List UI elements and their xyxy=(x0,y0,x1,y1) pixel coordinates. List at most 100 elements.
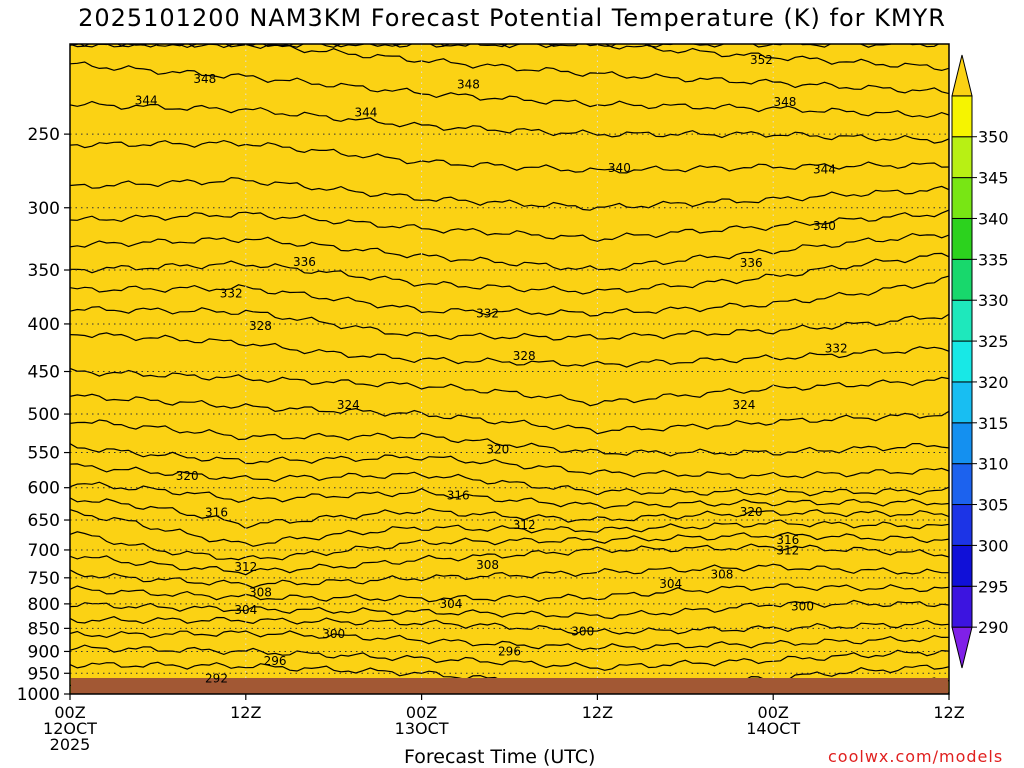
colorbar-swatch-below-290 xyxy=(951,626,973,669)
colorbar-swatch-330-335 xyxy=(951,258,973,301)
colorbar-swatch-340-345 xyxy=(951,177,973,219)
y-tick-label-750: 750 xyxy=(28,569,60,589)
y-tick-label-400: 400 xyxy=(28,315,60,335)
contour-label-320: 320 xyxy=(740,505,763,519)
contour-label-300: 300 xyxy=(322,627,345,641)
y-tick-label-950: 950 xyxy=(28,664,60,684)
colorbar-label-330: 330 xyxy=(978,291,1009,310)
contour-342 xyxy=(70,139,949,174)
contour-324 xyxy=(70,393,949,435)
y-tick-label-500: 500 xyxy=(28,405,60,425)
contour-label-336: 336 xyxy=(740,256,763,270)
contour-label-324: 324 xyxy=(732,398,755,412)
y-tick-label-350: 350 xyxy=(28,261,60,281)
contour-label-348: 348 xyxy=(193,72,216,86)
contour-label-304: 304 xyxy=(439,597,462,611)
y-tick-label-600: 600 xyxy=(28,479,60,499)
colorbar-swatch-300-305 xyxy=(951,504,973,546)
contour-346 xyxy=(70,61,949,119)
contour-label-336: 336 xyxy=(293,255,316,269)
contour-label-316: 316 xyxy=(447,489,470,503)
contour-label-304: 304 xyxy=(659,577,682,591)
x-tick-label-48-1: 14OCT xyxy=(746,719,800,738)
contour-340 xyxy=(70,176,949,211)
credit-text[interactable]: coolwx.com/models xyxy=(828,747,1004,766)
colorbar-swatch-315-320 xyxy=(951,381,973,424)
colorbar-swatch-345-350 xyxy=(951,136,973,179)
colorbar-label-300: 300 xyxy=(978,536,1009,555)
colorbar-label-290: 290 xyxy=(978,618,1009,637)
contour-322 xyxy=(70,419,949,457)
plot-frame xyxy=(69,43,950,695)
contour-label-320: 320 xyxy=(176,469,199,483)
contour-label-344: 344 xyxy=(354,106,377,120)
contour-label-348: 348 xyxy=(457,77,480,91)
contour-label-340: 340 xyxy=(608,161,631,175)
contour-label-328: 328 xyxy=(249,319,272,333)
contour-label-300: 300 xyxy=(571,625,594,639)
colorbar-swatch-350-undefined xyxy=(951,95,973,138)
contour-330 xyxy=(70,306,949,341)
x-tick-label-0-2: 2025 xyxy=(50,735,91,754)
contour-304 xyxy=(70,583,949,603)
contour-298 xyxy=(70,630,949,651)
y-tick-label-300: 300 xyxy=(28,199,60,219)
contour-296 xyxy=(70,644,949,671)
colorbar-swatch-290-295 xyxy=(951,585,973,628)
x-tick-label-0-0: 00Z xyxy=(54,703,85,722)
contour-label-300: 300 xyxy=(791,599,814,613)
contour-label-296: 296 xyxy=(498,644,521,658)
colorbar-label-325: 325 xyxy=(978,332,1009,351)
y-tick-label-900: 900 xyxy=(28,642,60,662)
y-tick-label-1000: 1000 xyxy=(17,685,60,705)
contour-label-320: 320 xyxy=(486,443,509,457)
contour-label-308: 308 xyxy=(476,558,499,572)
colorbar-label-335: 335 xyxy=(978,250,1009,269)
colorbar-swatch-335-340 xyxy=(951,217,973,260)
contour-314 xyxy=(70,497,949,530)
contour-316 xyxy=(70,481,949,510)
contour-312 xyxy=(70,509,949,547)
x-tick-label-36-0: 12Z xyxy=(582,703,613,722)
theta-band-400-undefined xyxy=(70,44,949,694)
colorbar-label-305: 305 xyxy=(978,496,1009,515)
y-tick-label-550: 550 xyxy=(28,444,60,464)
colorbar-label-340: 340 xyxy=(978,209,1009,228)
contour-336 xyxy=(70,232,949,272)
colorbar-label-315: 315 xyxy=(978,414,1009,433)
colorbar-swatch-320-325 xyxy=(951,340,973,383)
contour-328 xyxy=(70,332,949,368)
contour-320 xyxy=(70,443,949,479)
contour-350 xyxy=(70,44,949,72)
contour-label-324: 324 xyxy=(337,398,360,412)
x-tick-label-0-1: 12OCT xyxy=(43,719,97,738)
y-tick-label-450: 450 xyxy=(28,363,60,383)
contour-326 xyxy=(70,367,949,407)
contour-310 xyxy=(70,531,949,561)
contour-308 xyxy=(70,543,949,576)
contour-334 xyxy=(70,252,949,295)
y-tick-label-700: 700 xyxy=(28,541,60,561)
x-tick-label-48-0: 00Z xyxy=(758,703,789,722)
contour-label-308: 308 xyxy=(710,568,733,582)
y-tick-label-650: 650 xyxy=(28,511,60,531)
contour-label-344: 344 xyxy=(813,163,836,177)
contour-300 xyxy=(70,616,949,635)
contour-label-312: 312 xyxy=(776,544,799,558)
contour-label-292: 292 xyxy=(205,671,228,685)
contour-338 xyxy=(70,209,949,242)
colorbar-swatch-305-310 xyxy=(951,463,973,506)
colorbar-swatch-310-315 xyxy=(951,422,973,465)
contour-label-328: 328 xyxy=(513,349,536,363)
contour-label-316: 316 xyxy=(776,533,799,547)
colorbar-label-310: 310 xyxy=(978,455,1009,474)
contour-label-340: 340 xyxy=(813,219,836,233)
contour-label-352: 352 xyxy=(750,53,773,67)
colorbar-label-345: 345 xyxy=(978,169,1009,188)
contour-label-348: 348 xyxy=(773,95,796,109)
colorbar-label-295: 295 xyxy=(978,577,1009,596)
contour-label-296: 296 xyxy=(264,654,287,668)
colorbar-swatch-295-300 xyxy=(951,544,973,587)
y-tick-label-250: 250 xyxy=(28,125,60,145)
